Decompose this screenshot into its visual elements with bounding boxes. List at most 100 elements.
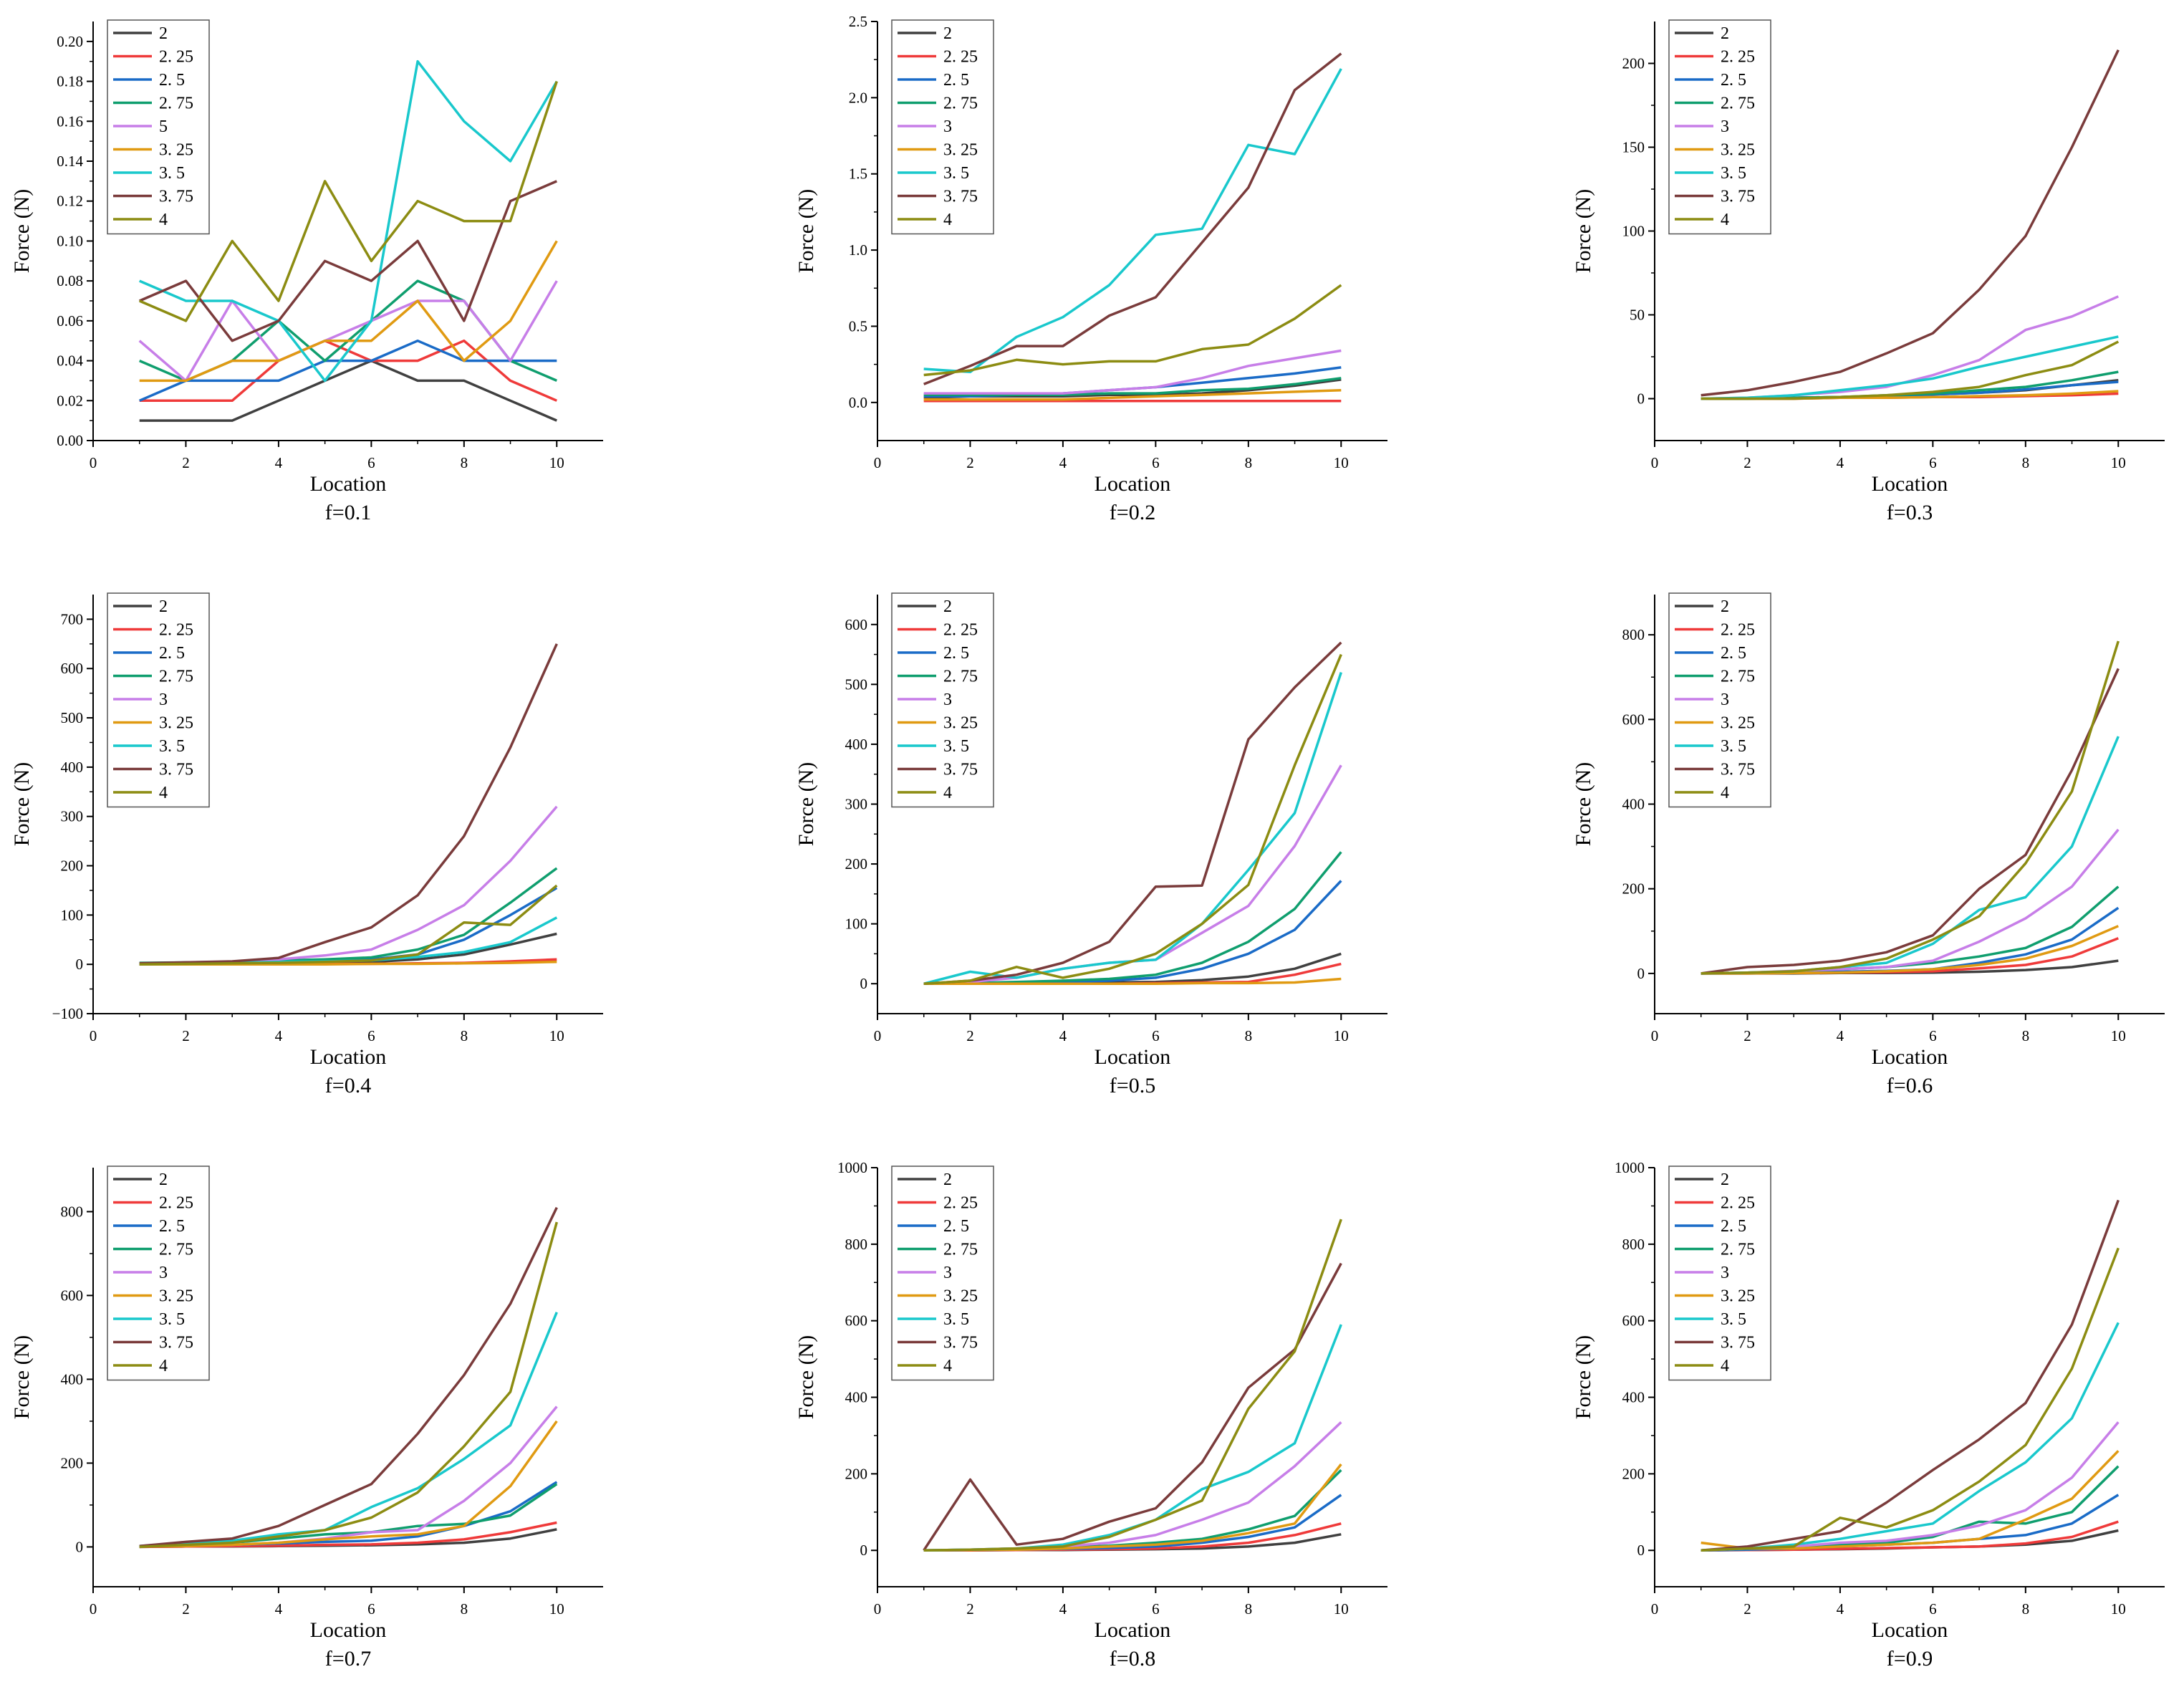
y-tick-label: 200 xyxy=(1622,1465,1645,1482)
x-tick-label: 0 xyxy=(1651,454,1659,471)
legend-label: 4 xyxy=(1721,1357,1729,1375)
x-axis-title: Location xyxy=(310,1045,387,1069)
legend-label: 2. 5 xyxy=(159,71,185,90)
legend-label: 2. 5 xyxy=(943,71,969,90)
series-line-3 xyxy=(139,805,558,965)
legend-label: 2 xyxy=(943,597,952,616)
y-tick-label: 600 xyxy=(1622,711,1645,728)
series-line-3-75 xyxy=(1700,668,2120,975)
legend-label: 2. 5 xyxy=(943,644,969,663)
legend-label: 3. 75 xyxy=(1721,761,1755,779)
x-tick-label: 8 xyxy=(2022,1600,2030,1618)
legend-label: 2 xyxy=(1721,1171,1729,1189)
x-tick-label: 4 xyxy=(1837,1027,1844,1044)
legend-label: 2. 75 xyxy=(1721,1241,1755,1259)
x-tick-label: 8 xyxy=(2022,1027,2030,1044)
y-axis-title: Force (N) xyxy=(1572,1335,1595,1419)
legend-label: 2. 25 xyxy=(1721,1194,1755,1213)
y-tick-label: 0 xyxy=(1637,965,1645,982)
y-axis-title: Force (N) xyxy=(10,189,34,273)
series-line-3-25 xyxy=(923,389,1342,401)
x-tick-label: 6 xyxy=(1152,1600,1160,1618)
legend-label: 2 xyxy=(943,1171,952,1189)
y-axis-title: Force (N) xyxy=(794,1335,818,1419)
series-line-3-75 xyxy=(139,1206,558,1548)
legend-label: 2 xyxy=(159,24,168,43)
y-tick-label: 0 xyxy=(76,1538,84,1555)
x-tick-label: 4 xyxy=(1837,1600,1844,1618)
x-tick-label: 0 xyxy=(1651,1027,1659,1044)
x-axis-title: Location xyxy=(1095,1618,1171,1642)
series-line-3-75 xyxy=(139,180,557,342)
y-axis-title: Force (N) xyxy=(10,1335,34,1419)
x-tick-label: 2 xyxy=(966,454,974,471)
panel-caption: f=0.5 xyxy=(1110,1074,1155,1097)
series-line-4 xyxy=(923,1219,1342,1552)
y-tick-label: 2.5 xyxy=(849,13,867,30)
legend-label: 2. 75 xyxy=(159,668,193,686)
legend-label: 2. 25 xyxy=(943,621,978,640)
series-line-3 xyxy=(1700,828,2120,975)
series-line-2-75 xyxy=(923,851,1342,985)
panel-caption: f=0.2 xyxy=(1110,501,1155,524)
legend-label: 2. 25 xyxy=(943,1194,978,1213)
legend-label: 3. 25 xyxy=(943,1287,978,1306)
legend-label: 3. 5 xyxy=(943,1310,969,1329)
legend-label: 3. 75 xyxy=(1721,188,1755,206)
series-line-3-25 xyxy=(1700,1450,2120,1550)
y-tick-label: 0.5 xyxy=(849,317,867,335)
series-line-3-25 xyxy=(139,1420,558,1548)
y-tick-label: 0.04 xyxy=(57,352,83,370)
y-tick-label: 1000 xyxy=(1615,1159,1645,1176)
y-tick-label: 300 xyxy=(845,796,868,813)
legend-label: 3. 5 xyxy=(1721,1310,1746,1329)
y-axis-title: Force (N) xyxy=(1572,189,1595,273)
legend-label: 3. 5 xyxy=(943,737,969,756)
y-tick-label: 1.0 xyxy=(849,241,867,259)
legend-label: 4 xyxy=(1721,211,1729,229)
legend-label: 2. 5 xyxy=(1721,1217,1746,1236)
legend-label: 2. 25 xyxy=(159,1194,193,1213)
panel-caption: f=0.7 xyxy=(325,1647,371,1671)
x-tick-label: 8 xyxy=(461,1027,468,1044)
legend-label: 3. 25 xyxy=(943,714,978,733)
y-tick-label: 200 xyxy=(61,857,84,875)
legend-label: 2. 75 xyxy=(943,1241,978,1259)
series-line-3-25 xyxy=(139,240,558,383)
y-tick-label: 300 xyxy=(61,808,84,825)
x-tick-label: 8 xyxy=(2022,454,2030,471)
y-tick-label: 200 xyxy=(1622,55,1645,72)
series-line-3-5 xyxy=(923,68,1342,374)
x-tick-label: 10 xyxy=(549,1027,564,1044)
legend-label: 2. 5 xyxy=(943,1217,969,1236)
series-line-3-25 xyxy=(923,977,1342,985)
x-tick-label: 4 xyxy=(1837,454,1844,471)
y-tick-label: 600 xyxy=(1622,1312,1645,1330)
legend-label: 4 xyxy=(943,211,952,229)
y-tick-label: 0.08 xyxy=(57,272,83,289)
legend-label: 2 xyxy=(943,24,952,43)
x-axis-title: Location xyxy=(1095,1045,1171,1069)
x-tick-label: 4 xyxy=(275,1600,283,1618)
y-tick-label: 1000 xyxy=(837,1159,867,1176)
legend-label: 2. 75 xyxy=(159,1241,193,1259)
legend-label: 2. 5 xyxy=(1721,644,1746,663)
series-line-4 xyxy=(1700,340,2120,400)
series-line-4 xyxy=(139,884,558,966)
series-line-3-75 xyxy=(1700,49,2120,397)
legend-label: 3 xyxy=(1721,691,1729,709)
x-axis-title: Location xyxy=(1095,472,1171,496)
y-tick-label: 0 xyxy=(1637,1542,1645,1559)
legend-label: 3. 5 xyxy=(1721,164,1746,183)
x-tick-label: 6 xyxy=(1929,1600,1937,1618)
x-tick-label: 8 xyxy=(1245,1600,1253,1618)
x-tick-label: 2 xyxy=(182,454,190,471)
legend-label: 2. 75 xyxy=(943,668,978,686)
legend-label: 3. 25 xyxy=(159,1287,193,1306)
series-line-4 xyxy=(923,284,1342,377)
y-tick-label: 200 xyxy=(845,855,868,873)
series-line-3-75 xyxy=(139,643,558,965)
legend-label: 2. 25 xyxy=(1721,48,1755,67)
x-axis-title: Location xyxy=(1872,472,1948,496)
